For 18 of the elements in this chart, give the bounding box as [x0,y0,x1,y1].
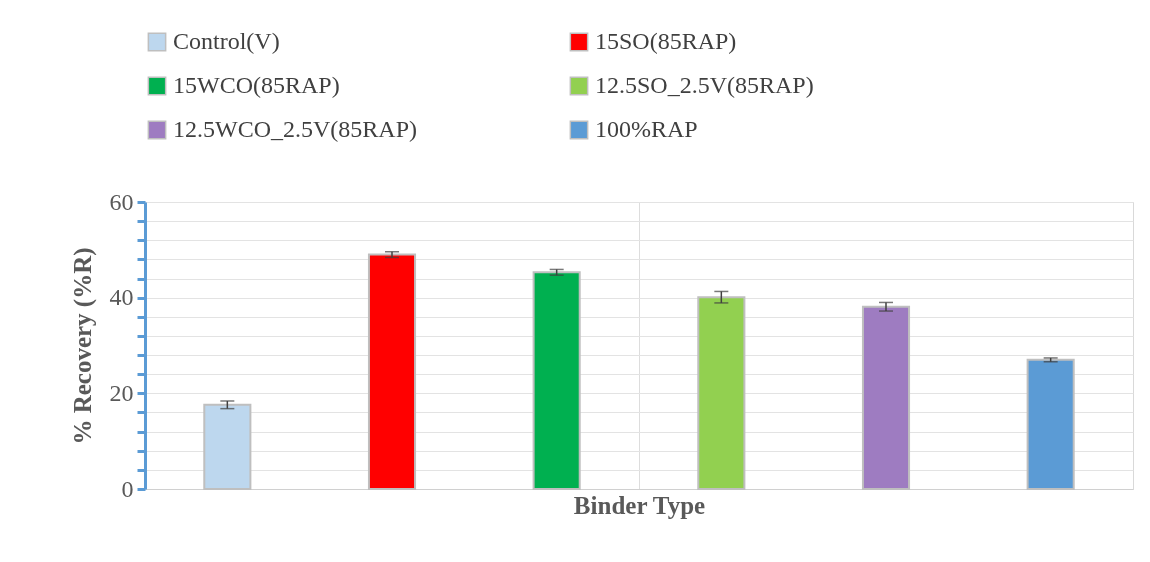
legend-label: 100%RAP [595,116,698,142]
y-tick-label: 0 [121,475,134,502]
y-tick-label: 60 [109,188,134,215]
bar [532,271,581,490]
legend-label: 15SO(85RAP) [595,28,737,54]
y-tick-label: 20 [109,379,134,406]
bar [367,253,417,490]
legend-label: 12.5SO_2.5V(85RAP) [595,72,814,98]
y-tick-label: 40 [109,284,134,311]
x-axis-title: Binder Type [573,491,706,519]
legend-label: 12.5WCO_2.5V(85RAP) [173,116,417,142]
legend-label: 15WCO(85RAP) [173,72,340,98]
bar [203,403,252,490]
bar [697,296,746,490]
y-axis-title: % Recovery (%R) [68,247,97,445]
bar [1026,358,1075,490]
legend-label: Control(V) [173,28,280,54]
bar [861,305,911,490]
